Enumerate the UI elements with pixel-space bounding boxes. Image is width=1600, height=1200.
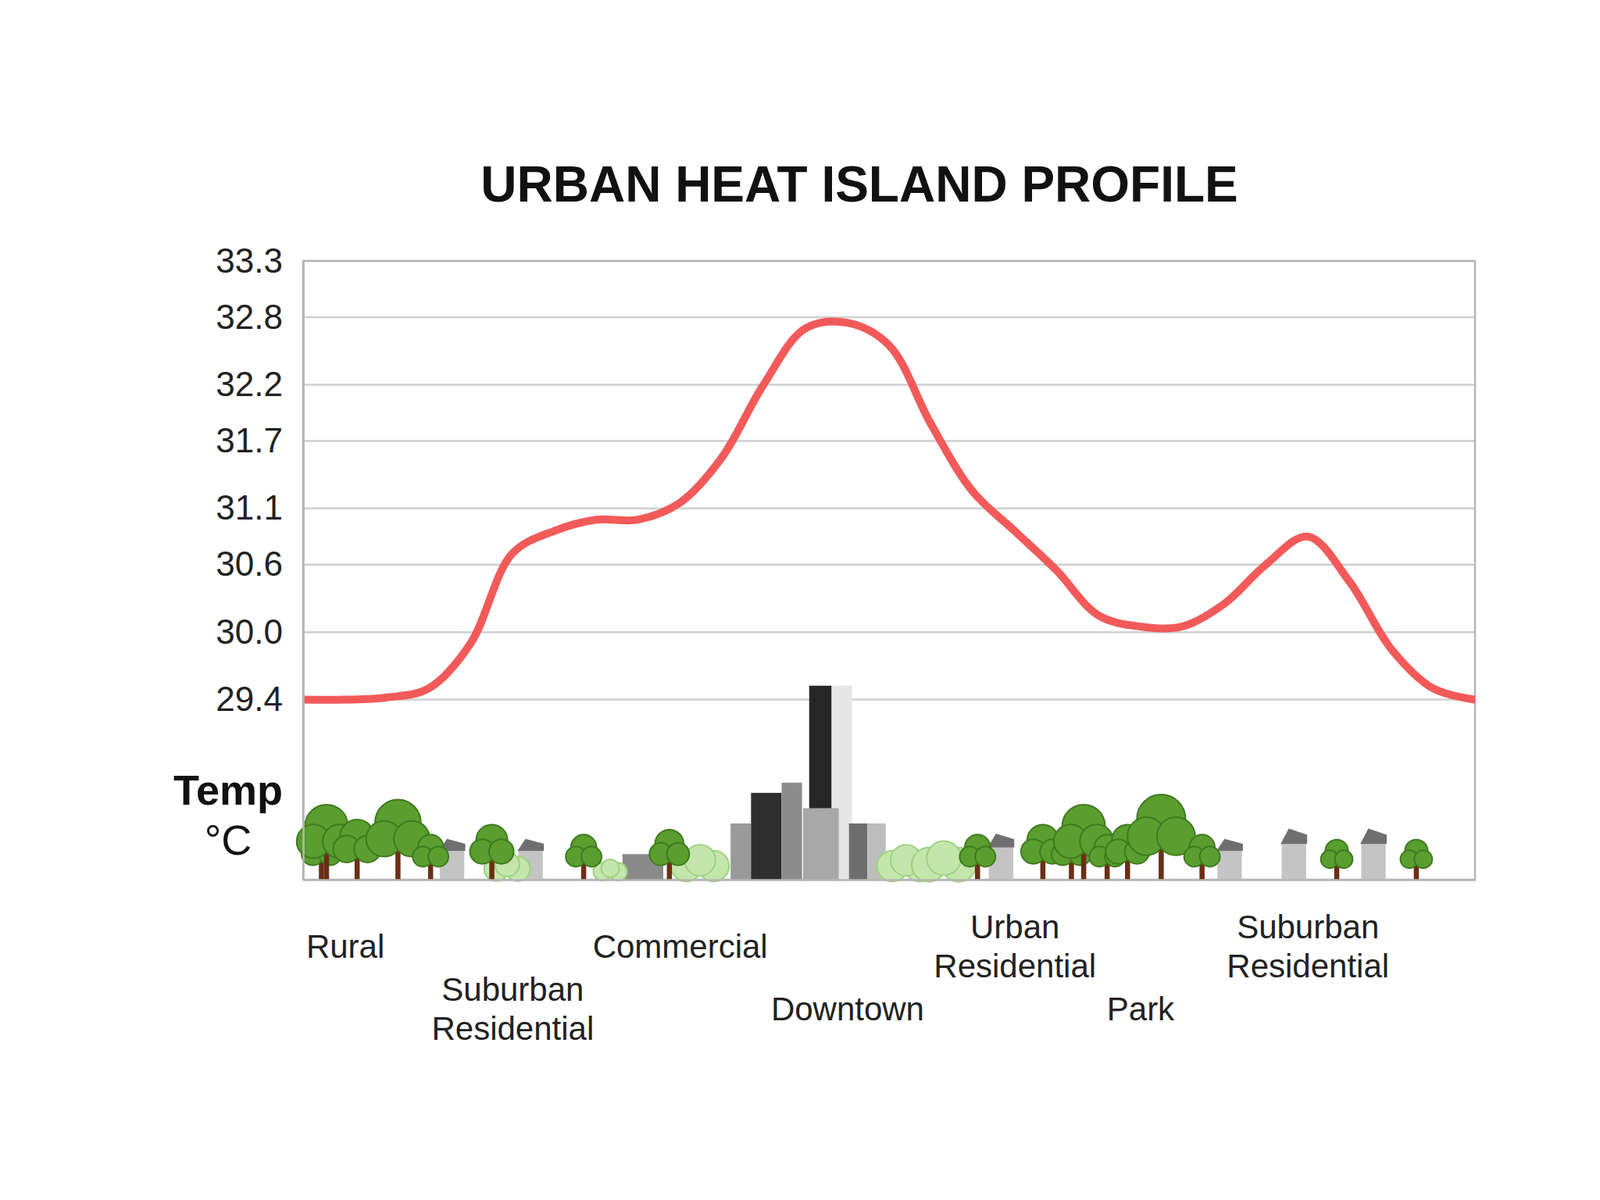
x-tick: SuburbanResidential: [1226, 879, 1390, 985]
shrub: [926, 841, 961, 876]
x-tick-label: Rural: [306, 928, 385, 965]
house-roof: [1360, 828, 1387, 845]
building: [803, 807, 840, 879]
y-tick: 32.2: [215, 364, 304, 404]
x-tick: Park: [1107, 879, 1175, 1028]
x-tick-label: Park: [1107, 990, 1175, 1028]
y-tick-label: 31.1: [215, 488, 283, 527]
x-tick-label: SuburbanResidential: [431, 971, 594, 1047]
grid-line: [303, 507, 1475, 511]
building: [730, 823, 751, 880]
house: [1360, 843, 1386, 880]
y-tick: 32.8: [215, 297, 304, 336]
grid: [303, 260, 1475, 700]
grid-line: [303, 698, 1475, 701]
tree-canopy: [1334, 850, 1353, 868]
tree-canopy: [975, 846, 996, 868]
background: [0, 0, 1600, 1200]
grid-line: [303, 383, 1475, 386]
x-tick-label: Downtown: [771, 990, 925, 1028]
x-tick-label: SuburbanResidential: [1226, 908, 1390, 985]
y-tick-label: 33.3: [215, 241, 283, 280]
building: [781, 782, 802, 880]
y-tick-label: 29.4: [215, 679, 283, 718]
x-axis: Rural SuburbanResidential CommercialDownto…: [303, 879, 1476, 1047]
x-tick: Downtown: [771, 879, 925, 1028]
shrub: [684, 844, 716, 876]
y-tick-label: 31.7: [215, 421, 283, 460]
plot-area: [303, 321, 1475, 700]
building: [750, 792, 782, 880]
tree-canopy: [428, 846, 449, 868]
tree-canopy: [489, 839, 515, 865]
y-axis-title: Temp°C: [173, 766, 283, 864]
house: [1281, 843, 1306, 880]
shrub: [601, 859, 620, 878]
y-tick: 33.3: [215, 241, 304, 280]
y-axis-line: [302, 261, 305, 881]
x-tick: Commercial: [592, 879, 768, 965]
y-tick: 29.4: [215, 679, 304, 718]
y-tick-label: 30.6: [215, 544, 283, 583]
y-tick: 31.7: [215, 421, 304, 460]
tree-canopy: [581, 846, 602, 868]
x-tick-label: UrbanResidential: [933, 908, 1097, 985]
plot-frame: [303, 260, 1475, 880]
landscape: [296, 685, 1433, 883]
grid-line: [303, 439, 1475, 443]
temperature-line: [303, 321, 1475, 700]
x-tick: SuburbanResidential: [431, 879, 594, 1047]
y-tick: 31.1: [215, 488, 304, 527]
building: [849, 823, 868, 880]
y-tick-label: 32.8: [215, 297, 283, 336]
grid-line: [303, 564, 1475, 567]
x-axis-line: [303, 878, 1476, 882]
y-tick-label: 30.0: [215, 612, 283, 651]
y-tick: 30.6: [215, 544, 304, 583]
house-roof: [1280, 828, 1308, 845]
y-tick-label: 32.2: [215, 364, 283, 404]
tree-canopy: [667, 842, 690, 866]
x-tick-label: Commercial: [592, 928, 768, 965]
x-tick: UrbanResidential: [933, 879, 1097, 985]
house: [1217, 850, 1242, 880]
grid-line: [303, 316, 1475, 319]
house-roof: [517, 839, 544, 852]
house-roof: [1216, 839, 1243, 852]
x-tick: Rural: [306, 879, 385, 965]
title: URBAN HEAT ISLAND PROFILE: [480, 156, 1238, 213]
chart: URBAN HEAT ISLAND PROFILE 29.4 30.0 30.6 31.…: [0, 0, 1600, 1200]
house-roof: [987, 833, 1015, 848]
tree-canopy: [1200, 846, 1221, 868]
tree-canopy: [1414, 850, 1433, 868]
y-tick: 30.0: [215, 612, 304, 651]
